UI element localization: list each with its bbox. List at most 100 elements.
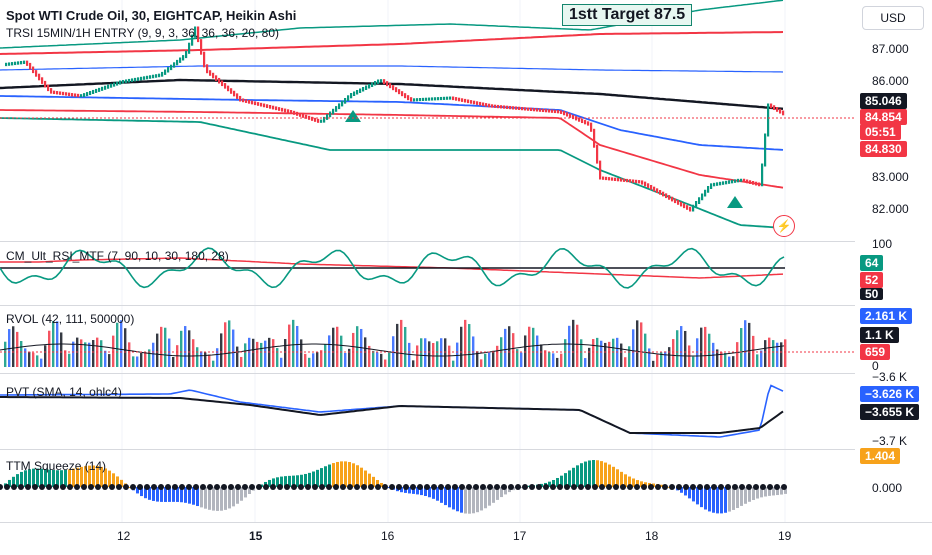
price-candle xyxy=(209,70,212,76)
pane-separator[interactable] xyxy=(0,241,855,242)
rvol-bar xyxy=(140,352,143,367)
price-badge-band: 84.830 xyxy=(860,141,907,157)
ttm-squeeze-dot xyxy=(487,484,493,490)
rvol-bar xyxy=(288,324,291,367)
ttm-bar xyxy=(652,483,655,487)
ttm-squeeze-dot xyxy=(522,484,528,490)
price-candle xyxy=(605,176,608,181)
price-candle xyxy=(302,113,305,118)
rvol-bar xyxy=(60,332,63,367)
rvol-bar xyxy=(528,326,531,367)
pane-separator[interactable] xyxy=(0,373,855,374)
ttm-bar xyxy=(436,487,439,501)
rvol-axis-tick: 0 xyxy=(872,359,879,373)
price-candle xyxy=(707,186,710,193)
pvt-legend[interactable]: PVT (SMA, 14, ohlc4) xyxy=(6,385,122,399)
rvol-badge: 659 xyxy=(860,344,891,360)
ttm-bar xyxy=(344,461,347,487)
rvol-bar xyxy=(660,352,663,367)
price-candle xyxy=(182,55,185,61)
rvol-bar xyxy=(152,342,155,367)
ttm-bar xyxy=(720,487,723,514)
pane-separator[interactable] xyxy=(0,449,855,450)
rvol-bar xyxy=(452,360,455,367)
rvol-bar xyxy=(236,346,239,367)
rvol-bar xyxy=(692,356,695,367)
price-candle xyxy=(152,74,155,79)
rvol-bar xyxy=(368,345,371,367)
ttm-bar xyxy=(172,487,175,502)
rsi-legend[interactable]: CM_Ult_RSI_MTF (7, 90, 10, 30, 180, 28) xyxy=(6,249,229,263)
rvol-bar xyxy=(372,350,375,367)
price-candle xyxy=(272,105,275,110)
price-candle xyxy=(56,91,59,95)
price-candle xyxy=(737,178,740,183)
price-candle xyxy=(770,103,773,109)
price-candle xyxy=(185,50,188,59)
rvol-bar xyxy=(716,349,719,367)
ttm-bar xyxy=(756,487,759,499)
ttm-squeeze-dot xyxy=(760,484,766,490)
ttm-legend[interactable]: TTM Squeeze (14) xyxy=(6,459,107,473)
buy-triangle-icon xyxy=(727,196,743,208)
price-candle xyxy=(461,98,464,102)
price-candle xyxy=(782,110,785,116)
ttm-squeeze-dot xyxy=(669,484,675,490)
rvol-bar xyxy=(24,348,27,367)
ttm-squeeze-dot xyxy=(739,484,745,490)
price-candle xyxy=(647,183,650,188)
ttm-squeeze-dot xyxy=(480,484,486,490)
ttm-bar xyxy=(104,468,107,487)
ttm-bar xyxy=(728,487,731,512)
ttm-bar xyxy=(60,470,63,487)
price-candle xyxy=(392,85,395,91)
price-candle xyxy=(413,98,416,102)
price-candle xyxy=(350,93,353,99)
rvol-bar xyxy=(556,357,559,367)
ttm-bar xyxy=(424,487,427,497)
price-candle xyxy=(452,96,455,101)
price-candle xyxy=(263,103,266,108)
price-candle xyxy=(278,107,281,111)
indicator-legend-trsi[interactable]: TRSI 15MIN/1H ENTRY (9, 9, 3, 36, 36, 36… xyxy=(6,26,280,40)
rvol-bar xyxy=(20,340,23,367)
price-candle xyxy=(623,178,626,182)
price-candle xyxy=(542,108,545,113)
price-candle xyxy=(464,98,467,103)
rvol-bar xyxy=(628,346,631,367)
ttm-squeeze-dot xyxy=(242,484,248,490)
rvol-bar xyxy=(276,348,279,367)
price-candle xyxy=(677,200,680,205)
price-candle xyxy=(569,113,572,118)
ttm-bar xyxy=(784,487,787,494)
rvol-bar xyxy=(8,329,11,367)
price-candle xyxy=(119,80,122,85)
ttm-bar xyxy=(324,466,327,487)
price-candle xyxy=(527,107,530,111)
price-candle xyxy=(293,110,296,115)
price-candle xyxy=(719,181,722,186)
price-candle xyxy=(776,107,779,112)
rvol-bar xyxy=(16,331,19,367)
ttm-squeeze-dot xyxy=(214,484,220,490)
price-candle xyxy=(8,62,11,66)
price-candle xyxy=(629,179,632,183)
price-candle xyxy=(422,97,425,101)
ttm-bar xyxy=(200,487,203,508)
price-candle xyxy=(716,182,719,186)
ttm-bar xyxy=(240,487,243,501)
rvol-bar xyxy=(516,349,519,367)
currency-button[interactable]: USD xyxy=(862,6,924,30)
target-annotation[interactable]: 1stt Target 87.5 xyxy=(562,4,693,26)
alert-bolt-icon[interactable]: ⚡ xyxy=(773,215,795,237)
ttm-bar xyxy=(244,487,247,498)
ttm-squeeze-dot xyxy=(508,484,514,490)
price-candle xyxy=(584,120,587,125)
rvol-legend[interactable]: RVOL (42, 111, 500000) xyxy=(6,312,135,326)
ttm-bar xyxy=(576,465,579,487)
ttm-bar xyxy=(640,481,643,487)
pane-separator[interactable] xyxy=(0,305,855,306)
price-candle xyxy=(305,114,308,119)
